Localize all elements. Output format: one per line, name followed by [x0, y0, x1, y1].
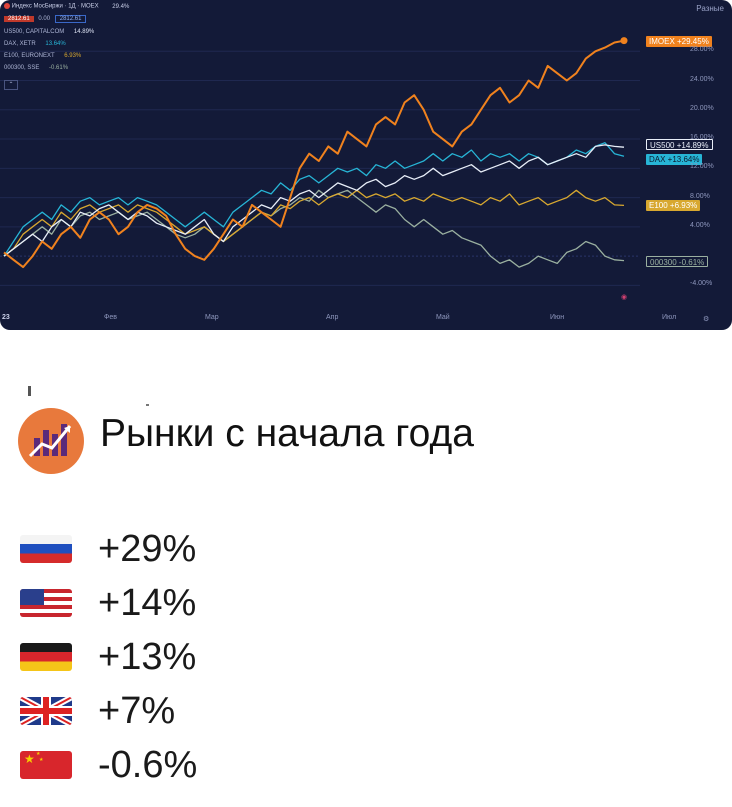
chart-header-pct: 29.4% [112, 3, 130, 10]
market-row: +7% [20, 688, 175, 734]
series-line-us500 [3, 144, 625, 257]
series-tag-value: +6.93% [667, 201, 698, 211]
legend-ticker: US500, CAPITALCOM [4, 29, 65, 35]
legend-ticker: E100, EURONEXT [4, 53, 55, 59]
y-tick-label: 4.00% [690, 221, 710, 229]
series-tag-cn: 000300 -0.61% [646, 255, 709, 267]
legend-value: 13.64% [45, 41, 66, 47]
legend-row: E100, EURONEXT 6.93% [4, 53, 81, 59]
y-tick-label: 20.00% [690, 104, 714, 112]
legend-row: 000300, SSE -0.61% [4, 65, 68, 71]
series-tag-name: E100 [649, 201, 668, 211]
market-value: +13% [98, 635, 197, 678]
chart-logo-icon [28, 424, 72, 458]
chart-canvas [0, 37, 640, 286]
russia-flag-icon [20, 535, 72, 563]
series-tag-value: +13.64% [665, 155, 700, 165]
settings-icon[interactable]: ⚙ [703, 316, 710, 323]
event-marker-icon[interactable]: ◉ [621, 294, 628, 301]
input-change: 0.00 [38, 16, 51, 22]
series-tag-us500: US500 +14.89% [646, 139, 713, 151]
last-point-marker [620, 37, 628, 45]
series-tag-name: 000300 [650, 257, 677, 267]
legend-ticker: DAX, XETR [4, 41, 36, 47]
uk-flag-icon [20, 697, 72, 725]
series-line-e100 [3, 189, 625, 257]
y-tick-label: 16.00% [690, 134, 714, 142]
y-tick-label: 12.00% [690, 163, 714, 171]
series-tag-value: +29.45% [674, 36, 709, 46]
series-line-imoex [3, 39, 625, 269]
legend-value: -0.61% [49, 65, 69, 71]
y-tick-label: 28.00% [690, 46, 714, 54]
input-price-right[interactable]: 2812.61 [54, 15, 87, 23]
channel-avatar[interactable] [18, 408, 84, 474]
market-value: +7% [98, 689, 176, 732]
legend-value: 6.93% [64, 53, 82, 59]
germany-flag-icon [20, 643, 72, 671]
china-flag-icon: ★ ★ ★ [20, 751, 72, 779]
y-tick-label: 8.00% [690, 192, 710, 200]
market-value: +14% [98, 581, 197, 624]
series-tag-name: IMOEX [649, 36, 675, 46]
input-price-left[interactable]: 2812.61 [4, 16, 34, 22]
y-tick-label: 24.00% [690, 75, 714, 83]
market-value: +29% [98, 527, 197, 570]
series-tag-e100: E100 +6.93% [646, 200, 701, 212]
market-row: +14% [20, 580, 196, 626]
series-tag-name: DAX [649, 155, 666, 165]
x-tick-label: 23 [2, 314, 10, 321]
x-tick-label: Июл [662, 314, 677, 321]
chart-inputs: 2812.61 0.00 2812.61 [4, 15, 87, 23]
legend-row: DAX, XETR 13.64% [4, 41, 66, 47]
legend-row: US500, CAPITALCOM 14.89% [4, 29, 94, 35]
x-tick-label: Мар [205, 314, 219, 321]
series-tag-value: -0.61% [676, 257, 705, 267]
usa-flag-icon [20, 589, 72, 617]
x-tick-label: Май [436, 314, 450, 321]
series-line-dax [3, 142, 625, 257]
market-row: +29% [20, 526, 196, 572]
legend-value: 14.89% [73, 29, 95, 35]
x-tick-label: Фев [104, 314, 117, 321]
series-tag-imoex: IMOEX +29.45% [646, 35, 712, 47]
symbol-icon [4, 3, 10, 9]
market-value: -0.6% [98, 743, 198, 786]
chart-panel: Индекс МосБиржи · 1Д · MOEX 29.4% 2812.6… [0, 0, 732, 330]
chart-header-title: Индекс МосБиржи · 1Д · MOEX [11, 3, 99, 10]
text-trace [146, 404, 149, 406]
series-tag-value: +14.89% [674, 141, 709, 151]
post-title: Рынки с начала года [100, 412, 474, 455]
series-line-cn [3, 189, 625, 268]
legend-ticker: 000300, SSE [4, 65, 40, 71]
scale-mode[interactable]: Разные [696, 4, 724, 13]
series-tag-name: US500 [650, 141, 675, 151]
market-row: ★ ★ ★ -0.6% [20, 742, 197, 788]
x-tick-label: Апр [326, 314, 339, 321]
market-row: +13% [20, 634, 196, 680]
y-tick-label: -4.00% [690, 280, 713, 288]
chart-header: Индекс МосБиржи · 1Д · MOEX 29.4% [4, 3, 129, 10]
collapse-legend-icon[interactable]: ⌃ [4, 80, 18, 90]
series-tag-dax: DAX +13.64% [646, 154, 703, 166]
x-tick-label: Июн [550, 314, 565, 321]
text-trace [28, 386, 31, 396]
